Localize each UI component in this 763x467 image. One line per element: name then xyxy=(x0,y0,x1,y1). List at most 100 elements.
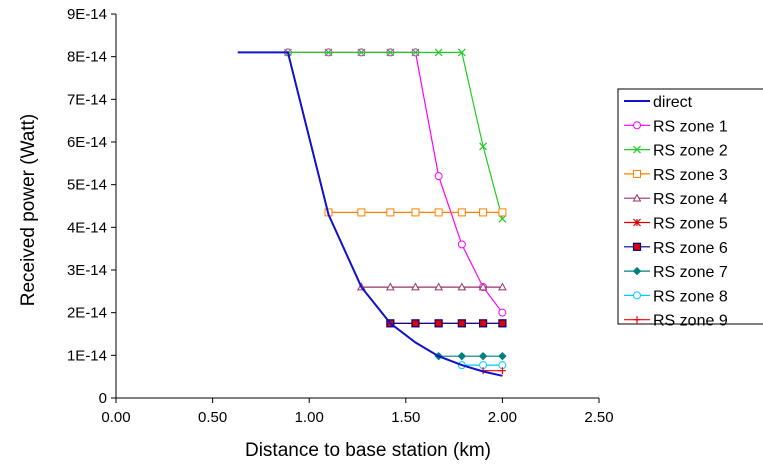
data-point xyxy=(498,351,507,361)
x-tick-label: 2.50 xyxy=(584,409,613,426)
data-point xyxy=(386,48,395,57)
y-tick-label: 4E-14 xyxy=(67,219,107,236)
data-point xyxy=(411,208,420,217)
x-tick-label: 0.50 xyxy=(198,409,227,426)
y-tick-label: 6E-14 xyxy=(67,134,107,151)
data-point xyxy=(457,240,466,249)
marker-stroke xyxy=(479,142,488,151)
series-rs-zone-3 xyxy=(324,208,507,217)
data-point xyxy=(324,48,333,57)
data-point xyxy=(633,169,641,178)
data-point xyxy=(478,282,488,291)
y-axis-title: Received power (Watt) xyxy=(18,114,39,307)
legend-label: RS zone 3 xyxy=(653,167,728,184)
data-point xyxy=(457,48,466,57)
legend-label: RS zone 9 xyxy=(653,313,728,330)
y-tick-label: 8E-14 xyxy=(67,49,107,66)
data-point xyxy=(498,308,507,317)
data-point xyxy=(434,282,443,291)
legend-item: RS zone 9 xyxy=(624,313,728,330)
y-tick-label: 1E-14 xyxy=(67,347,107,364)
data-point xyxy=(357,208,366,217)
y-tick-label: 5E-14 xyxy=(67,177,107,194)
data-point xyxy=(633,121,641,130)
x-tick-label: 2.00 xyxy=(488,409,517,426)
series-rs-zone-8 xyxy=(457,361,507,370)
marker-stroke xyxy=(498,214,507,223)
y-tick-label: 0 xyxy=(99,390,107,407)
series-rs-zone-2 xyxy=(284,48,507,223)
marker-stroke xyxy=(386,48,395,57)
series-line xyxy=(287,51,503,219)
series-line xyxy=(237,51,503,377)
x-tick-label: 0.00 xyxy=(101,409,130,426)
data-point xyxy=(479,142,488,151)
legend-label: RS zone 4 xyxy=(653,191,728,208)
data-point xyxy=(633,145,641,154)
data-point xyxy=(633,218,641,227)
legend-label: RS zone 7 xyxy=(653,264,728,281)
data-point xyxy=(632,266,642,276)
legend-item: RS zone 1 xyxy=(624,118,728,135)
legend-item: RS zone 5 xyxy=(624,216,728,233)
data-point xyxy=(633,291,641,300)
data-point xyxy=(498,208,507,217)
data-point xyxy=(498,214,507,223)
legend-label: RS zone 8 xyxy=(653,288,728,305)
data-point xyxy=(411,319,420,328)
data-point xyxy=(498,367,506,375)
legend-label: RS zone 2 xyxy=(653,143,728,160)
legend: direct RS zone 1 RS zone 2 RS zone 3 RS zone… xyxy=(617,88,763,330)
marker-stroke xyxy=(633,145,641,154)
marker-stroke xyxy=(411,48,420,57)
x-tick-label: 1.00 xyxy=(295,409,324,426)
data-point xyxy=(434,172,443,181)
data-point xyxy=(632,242,642,251)
series-rs-zone-6 xyxy=(386,319,507,328)
legend-item: direct xyxy=(624,94,693,111)
legend-label: direct xyxy=(653,94,693,111)
legend-label: RS zone 5 xyxy=(653,216,728,233)
data-point xyxy=(457,282,467,291)
data-point xyxy=(498,282,507,291)
data-point xyxy=(411,282,420,291)
data-point xyxy=(479,208,488,217)
data-point xyxy=(434,48,443,57)
data-point xyxy=(434,319,443,328)
y-tick-label: 3E-14 xyxy=(67,262,107,279)
marker-stroke xyxy=(324,48,333,57)
data-point xyxy=(633,316,641,324)
y-tick-label: 9E-14 xyxy=(67,6,107,23)
x-tick-label: 1.50 xyxy=(391,409,420,426)
marker-stroke xyxy=(434,48,443,57)
data-point xyxy=(457,351,467,361)
y-tick-label: 2E-14 xyxy=(67,305,107,322)
legend-label: RS zone 1 xyxy=(653,118,728,135)
legend-item: RS zone 8 xyxy=(624,288,728,305)
data-point xyxy=(385,282,395,291)
marker-stroke xyxy=(357,48,366,57)
data-point xyxy=(632,193,642,202)
x-axis-title: Distance to base station (km) xyxy=(245,440,491,461)
data-point xyxy=(411,48,420,57)
legend-item: RS zone 4 xyxy=(624,191,728,208)
series-layer xyxy=(237,48,507,377)
data-point xyxy=(457,319,466,328)
data-point xyxy=(498,319,507,328)
data-point xyxy=(478,319,488,328)
data-point xyxy=(386,208,395,217)
data-point xyxy=(457,208,466,217)
legend-box xyxy=(617,88,763,325)
series-direct xyxy=(237,51,503,377)
series-rs-zone-4 xyxy=(357,282,507,291)
data-point xyxy=(357,48,366,57)
marker-stroke xyxy=(457,48,466,57)
legend-item: RS zone 7 xyxy=(624,264,728,281)
legend-item: RS zone 6 xyxy=(624,240,728,257)
data-point xyxy=(434,208,443,217)
legend-label: RS zone 6 xyxy=(653,240,728,257)
legend-item: RS zone 3 xyxy=(624,167,728,184)
y-tick-label: 7E-14 xyxy=(67,91,107,108)
data-point xyxy=(478,351,488,361)
